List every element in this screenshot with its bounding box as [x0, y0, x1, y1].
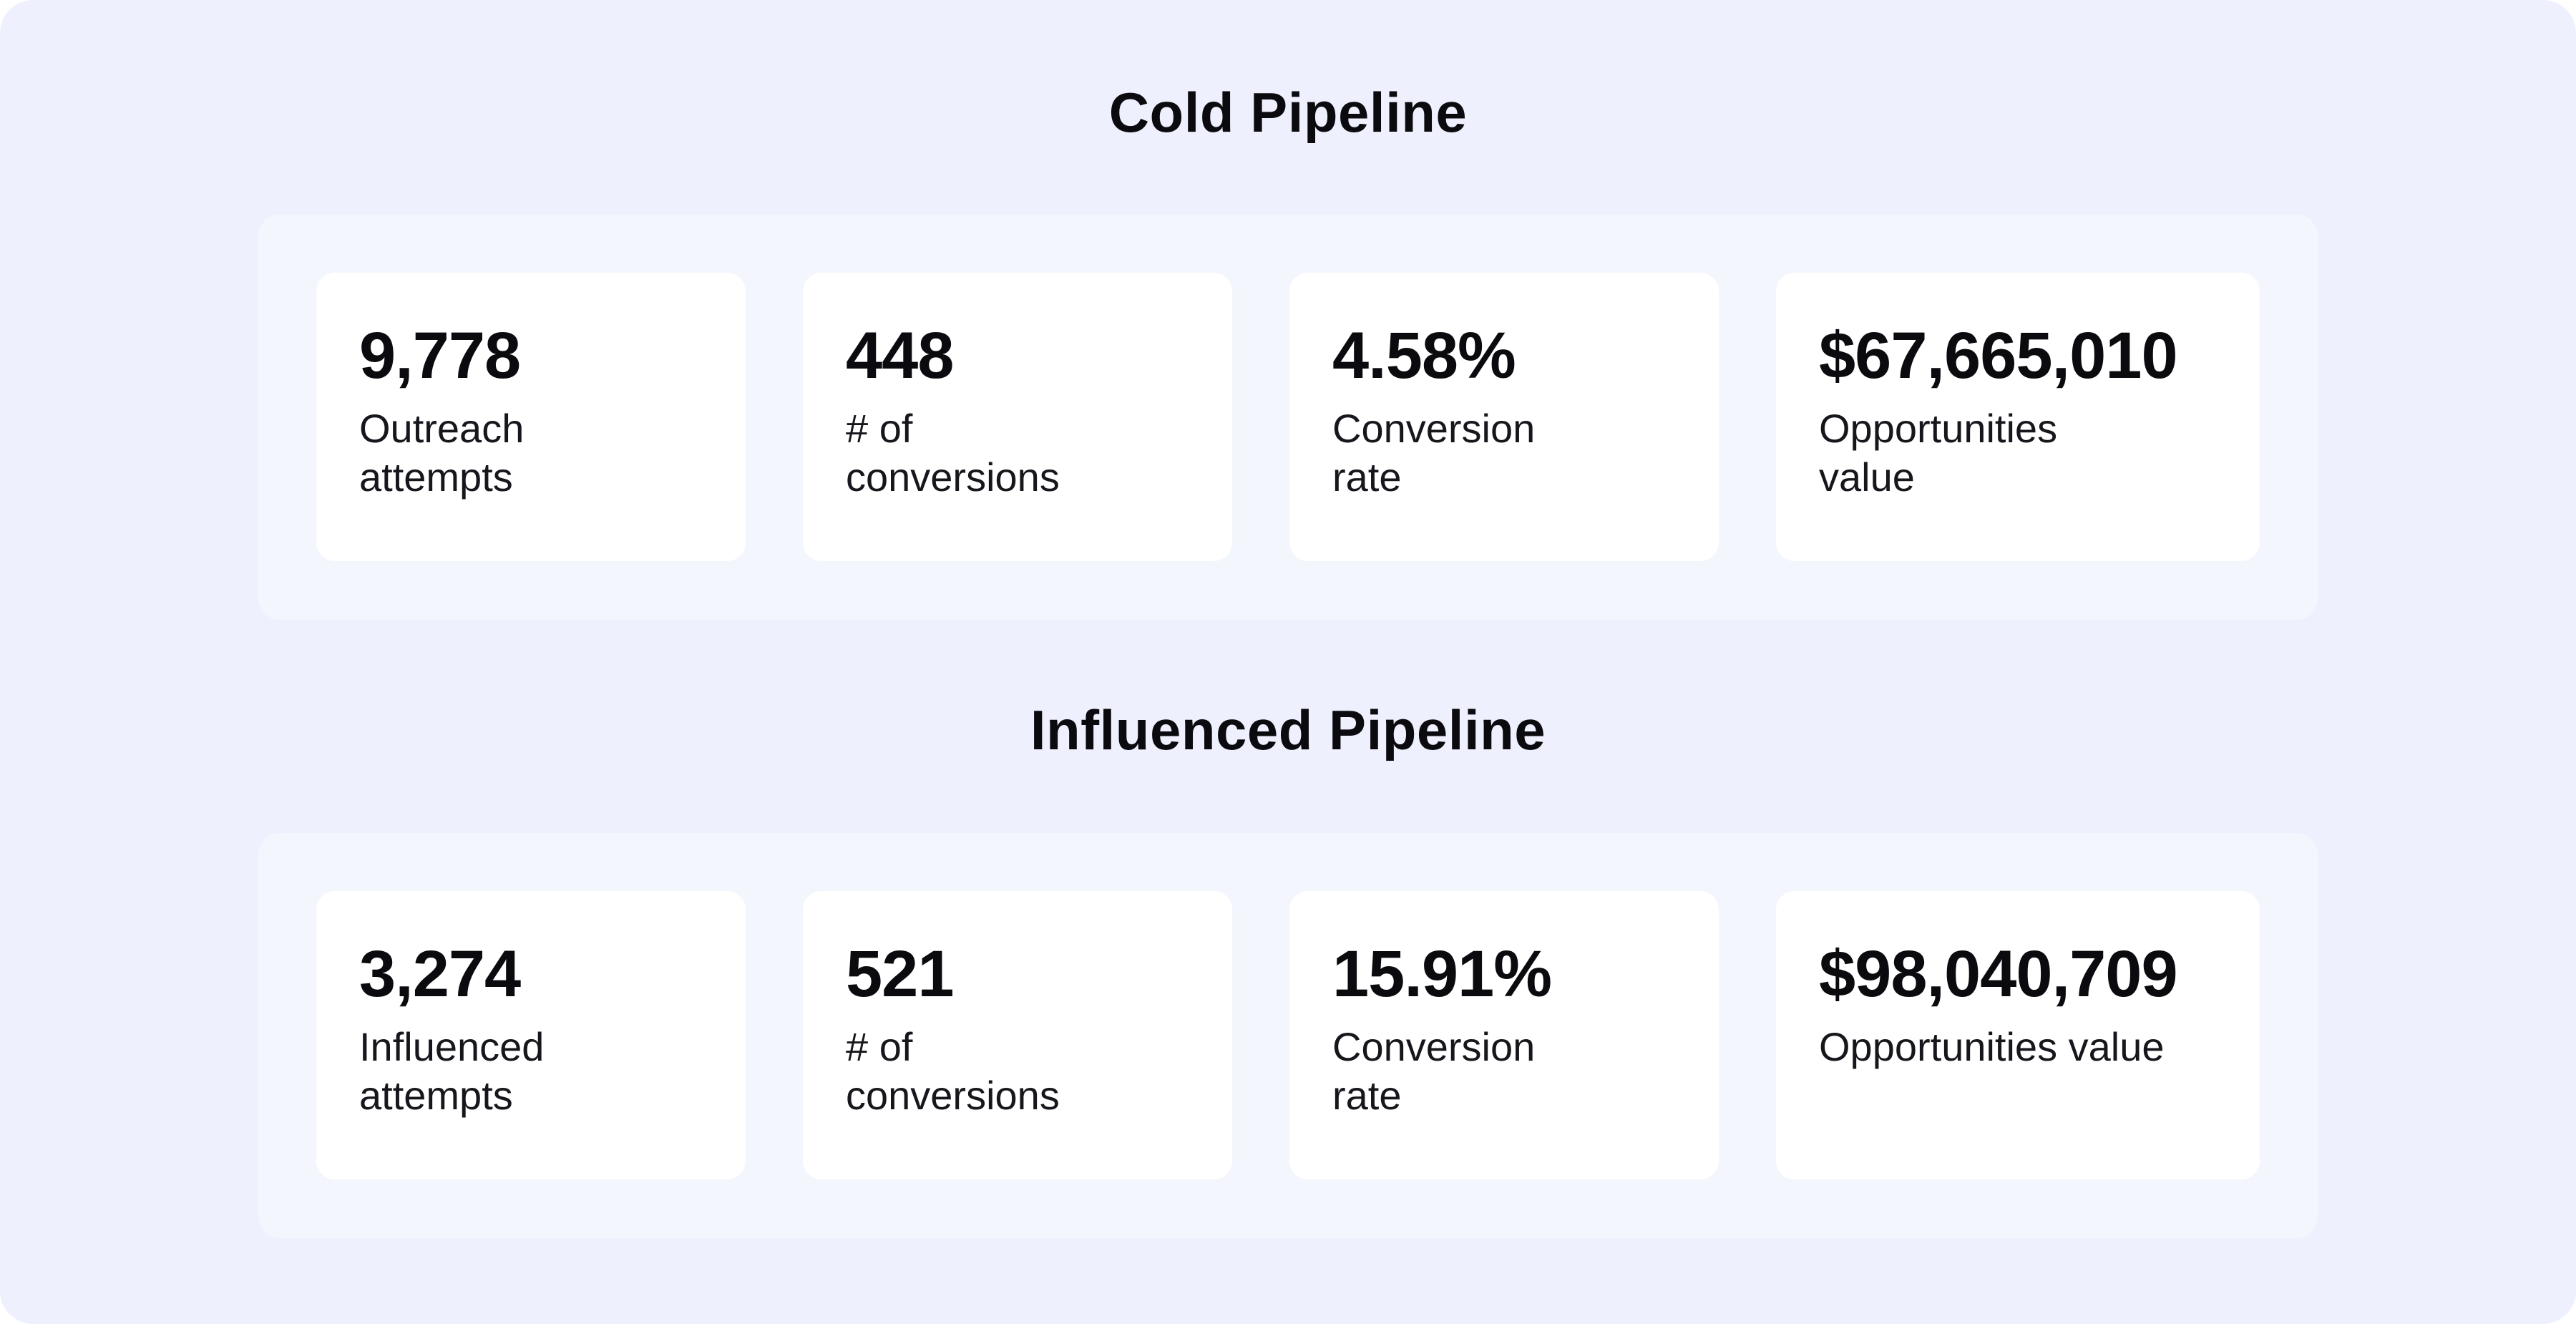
influenced-pipeline-title: Influenced Pipeline [1030, 698, 1546, 761]
metric-label: Opportunities value [1819, 1024, 2165, 1069]
stat-card-conversion-rate: 15.91% Conversion rate [1289, 891, 1719, 1179]
metric-label: Conversion rate [1332, 406, 1536, 500]
metric-value: 15.91% [1332, 938, 1552, 1011]
metric-value: 448 [846, 319, 955, 392]
metric-label: Influenced attempts [359, 1024, 545, 1118]
metric-label: Outreach attempts [359, 406, 525, 500]
metric-value: 9,778 [359, 319, 521, 392]
metric-value: 521 [846, 938, 955, 1011]
metric-label: # of conversions [846, 406, 1060, 500]
metric-value: 3,274 [359, 938, 521, 1011]
stat-card-conversions: 448 # of conversions [803, 273, 1232, 561]
metric-label: Opportunities value [1819, 406, 2058, 500]
stat-card-outreach-attempts: 9,778 Outreach attempts [316, 273, 746, 561]
cold-pipeline-panel: 9,778 Outreach attempts 448 # of convers… [258, 215, 2318, 620]
metric-value: 4.58% [1332, 319, 1516, 392]
stat-card-conversions: 521 # of conversions [803, 891, 1232, 1179]
cold-pipeline-title: Cold Pipeline [1108, 81, 1468, 144]
metric-value: $98,040,709 [1819, 938, 2178, 1011]
stat-card-opportunities-value: $98,040,709 Opportunities value [1776, 891, 2260, 1179]
influenced-pipeline-panel: 3,274 Influenced attempts 521 # of conve… [258, 833, 2318, 1238]
stat-card-influenced-attempts: 3,274 Influenced attempts [316, 891, 746, 1179]
stat-card-opportunities-value: $67,665,010 Opportunities value [1776, 273, 2260, 561]
stat-card-conversion-rate: 4.58% Conversion rate [1289, 273, 1719, 561]
metric-label: Conversion rate [1332, 1024, 1536, 1118]
metric-label: # of conversions [846, 1024, 1060, 1118]
metric-value: $67,665,010 [1819, 319, 2178, 392]
